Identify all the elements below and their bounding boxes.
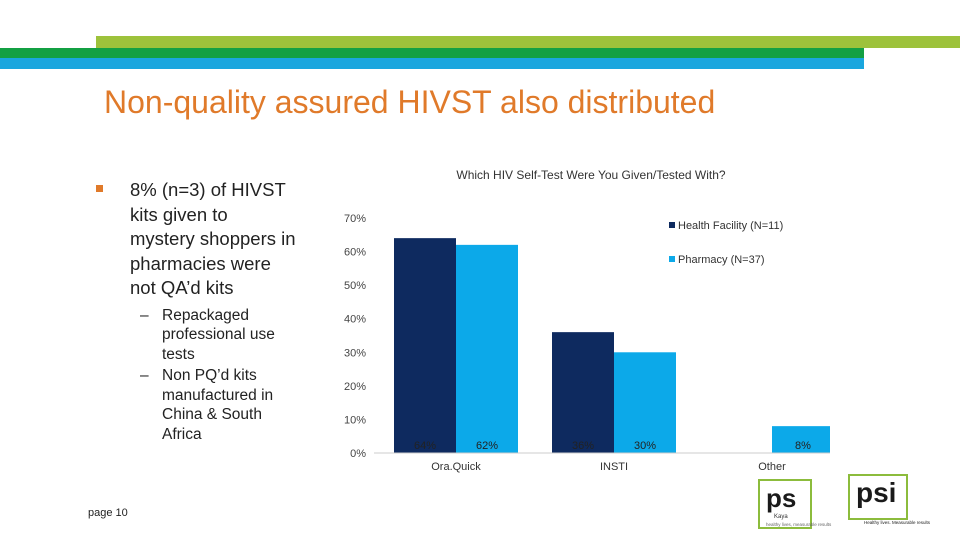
psi-logo: psi: [848, 474, 908, 520]
y-tick-label: 40%: [344, 314, 366, 326]
bullet-main: 8% (n=3) of HIVST kits given to mystery …: [96, 178, 296, 301]
sub-bullet: – Non PQ’d kits manufactured in China & …: [96, 366, 296, 444]
header-band-blue: [0, 58, 864, 69]
sub-bullet: – Repackaged professional use tests: [96, 306, 296, 365]
chart-title: Which HIV Self-Test Were You Given/Teste…: [456, 168, 726, 182]
x-axis: Ora.Quick INSTI Other: [431, 461, 786, 473]
page-number: page 10: [88, 507, 128, 519]
x-tick-label: Other: [758, 461, 786, 473]
ps-logo-text: ps: [766, 483, 797, 513]
bullet-list: 8% (n=3) of HIVST kits given to mystery …: [96, 178, 296, 444]
bar: [456, 244, 518, 453]
bar: [394, 238, 456, 453]
bar-value-label: 30%: [634, 440, 656, 452]
bar-chart: Which HIV Self-Test Were You Given/Teste…: [344, 168, 830, 473]
bar: [552, 332, 614, 453]
legend-swatch: [669, 222, 675, 228]
dash-bullet-icon: –: [140, 367, 149, 384]
bar-value-label: 36%: [572, 440, 594, 452]
legend-label: Health Facility (N=11): [678, 220, 783, 232]
slide-title: Non-quality assured HIVST also distribut…: [104, 84, 716, 120]
bar-group: [394, 238, 830, 453]
data-labels: 64% 62% 36% 30% 8%: [414, 440, 811, 452]
ps-logo-tagline: healthy lives, measurable results: [766, 522, 832, 527]
bar: [614, 352, 676, 453]
ps-kaya-logo: ps Kaya: [758, 479, 812, 529]
x-tick-label: INSTI: [600, 461, 628, 473]
y-tick-label: 30%: [344, 347, 366, 359]
sub-bullet-text: Repackaged professional use tests: [162, 306, 275, 363]
bar-value-label: 8%: [795, 440, 811, 452]
ps-logo-sub: Kaya: [774, 514, 788, 520]
psi-logo-tagline: Healthy lives. Measurable results: [864, 520, 931, 525]
legend-label: Pharmacy (N=37): [678, 254, 765, 266]
y-axis: 0% 10% 20% 30% 40% 50% 60% 70%: [344, 213, 366, 460]
header-band-green: [0, 48, 864, 58]
header-band-lightgreen: [96, 36, 960, 48]
y-tick-label: 0%: [350, 448, 366, 460]
psi-logo-text: psi: [856, 477, 897, 508]
y-tick-label: 70%: [344, 213, 366, 225]
x-tick-label: Ora.Quick: [431, 461, 481, 473]
bar-value-label: 62%: [476, 440, 498, 452]
dash-bullet-icon: –: [140, 306, 149, 324]
bar-value-label: 64%: [414, 440, 436, 452]
y-tick-label: 60%: [344, 247, 366, 259]
y-tick-label: 50%: [344, 280, 366, 292]
square-bullet-icon: [96, 185, 103, 192]
sub-bullet-text: Non PQ’d kits manufactured in China & So…: [162, 367, 274, 443]
y-tick-label: 20%: [344, 381, 366, 393]
legend: Health Facility (N=11) Pharmacy (N=37): [669, 220, 783, 266]
bar: [772, 426, 830, 453]
y-tick-label: 10%: [344, 414, 366, 426]
legend-swatch: [669, 256, 675, 262]
bullet-main-text: 8% (n=3) of HIVST kits given to mystery …: [130, 179, 296, 298]
